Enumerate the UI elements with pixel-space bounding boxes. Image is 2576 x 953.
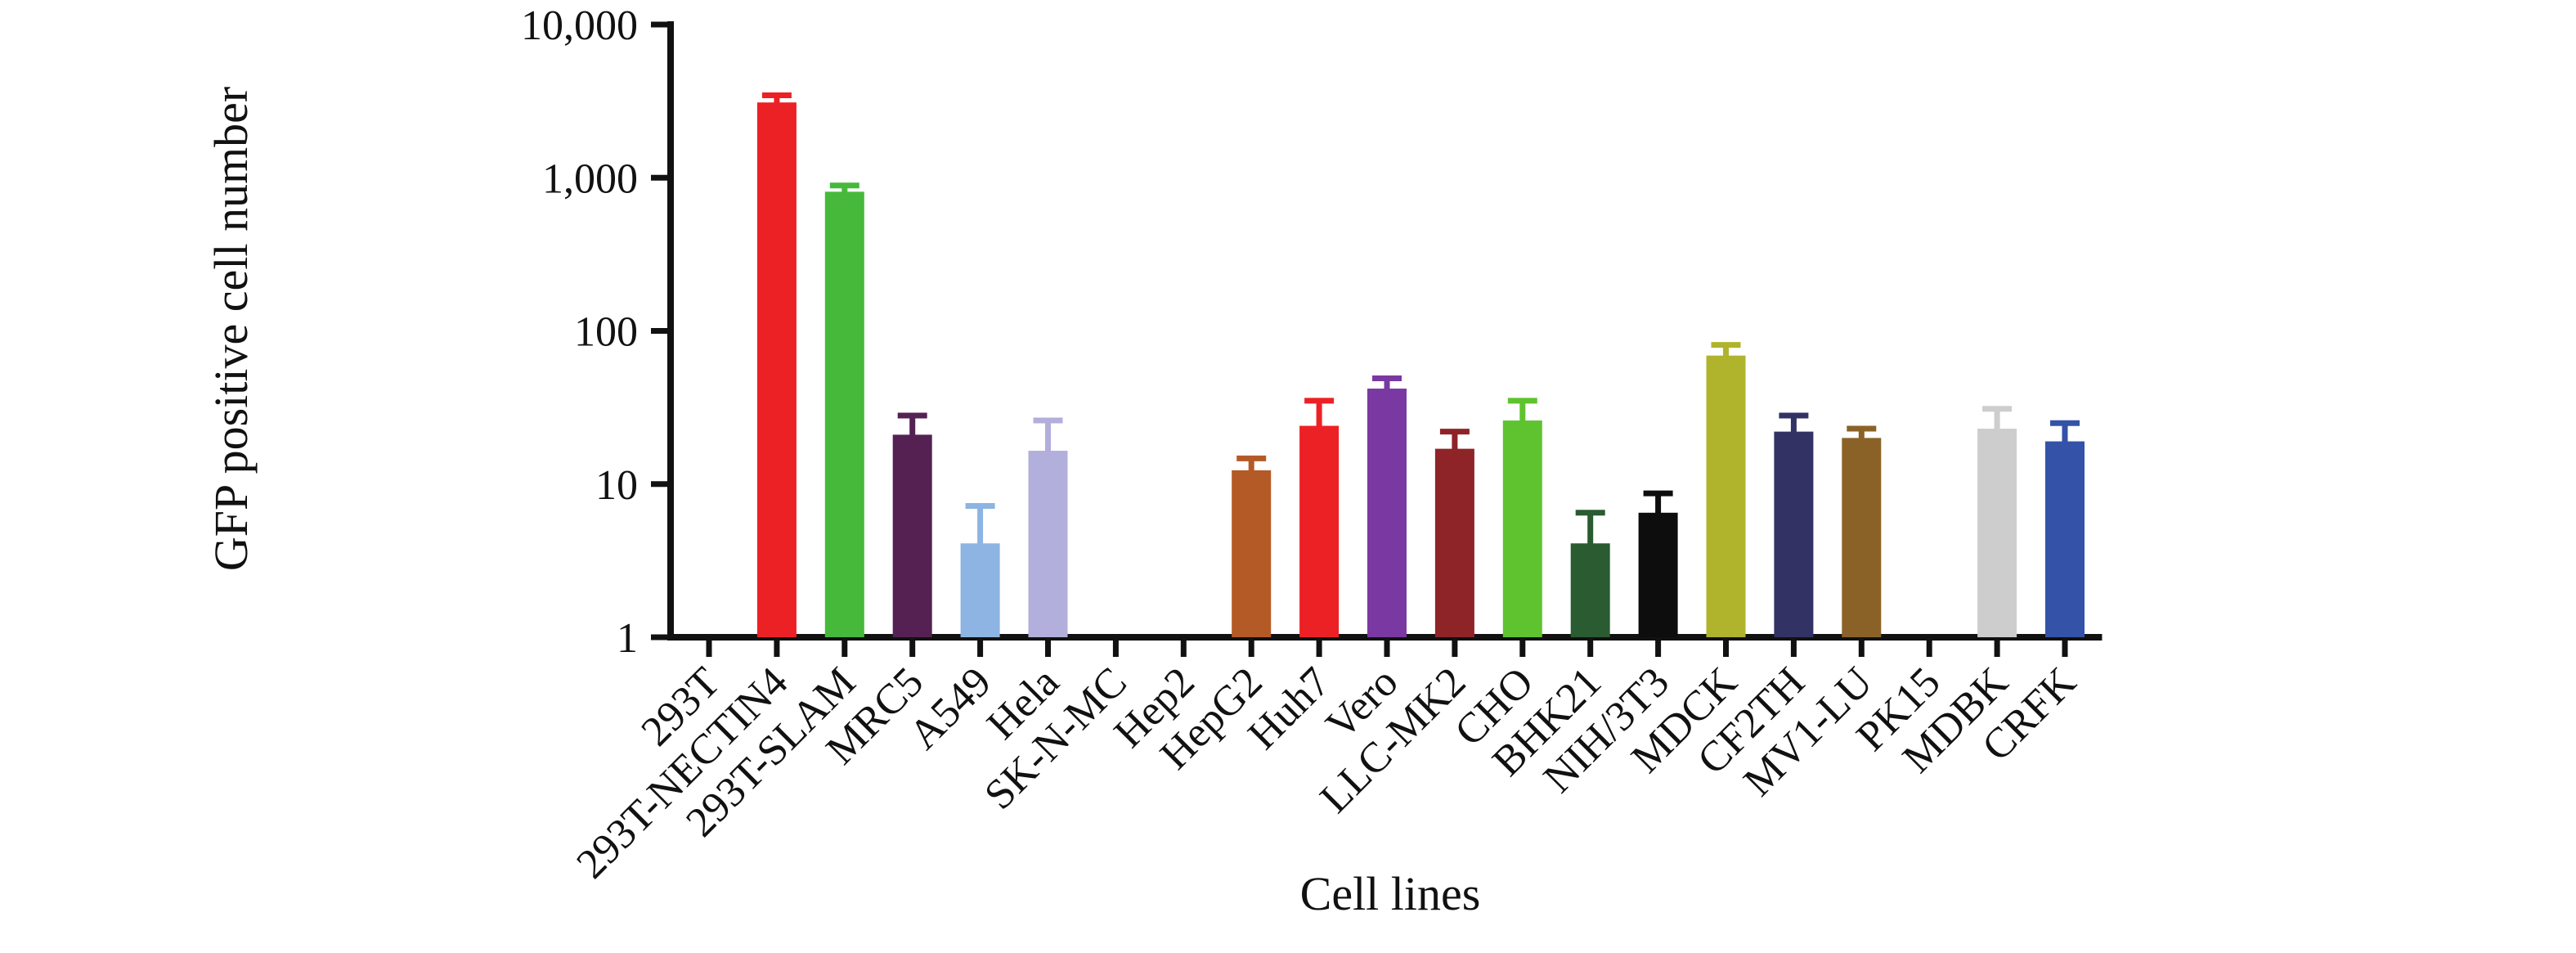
chart-root: 10,0001,000100101293T293T-NECTIN4293T-SL… bbox=[521, 2, 2103, 888]
bar-hepg2 bbox=[1232, 470, 1272, 637]
bar-mdbk bbox=[1977, 429, 2017, 637]
bar-mdck bbox=[1706, 355, 1746, 637]
bar-nih-3t3 bbox=[1638, 512, 1678, 637]
y-axis-title: GFP positive cell number bbox=[204, 87, 258, 571]
y-tick-label-100: 100 bbox=[574, 309, 638, 356]
bar-crfk bbox=[2045, 441, 2085, 637]
bar-a549 bbox=[960, 543, 1000, 637]
bar-293t-nectin4 bbox=[756, 102, 797, 637]
bar-hela bbox=[1028, 451, 1068, 637]
y-tick-label-1000: 1,000 bbox=[542, 155, 638, 202]
y-tick-label-1: 1 bbox=[617, 615, 638, 662]
bar-cf2th bbox=[1774, 431, 1814, 637]
bar-mrc5 bbox=[892, 434, 932, 637]
bar-vero bbox=[1367, 389, 1407, 637]
x-axis-title: Cell lines bbox=[1300, 867, 1481, 920]
y-tick-label-10: 10 bbox=[595, 462, 638, 509]
bar-bhk21 bbox=[1570, 543, 1610, 637]
y-tick-label-10000: 10,000 bbox=[521, 2, 638, 49]
bar-cho bbox=[1502, 420, 1542, 637]
bar-llc-mk2 bbox=[1434, 448, 1474, 637]
bar-mv1-lu bbox=[1842, 438, 1882, 637]
bar-293t-slam bbox=[824, 191, 864, 638]
bar-huh7 bbox=[1299, 425, 1340, 637]
